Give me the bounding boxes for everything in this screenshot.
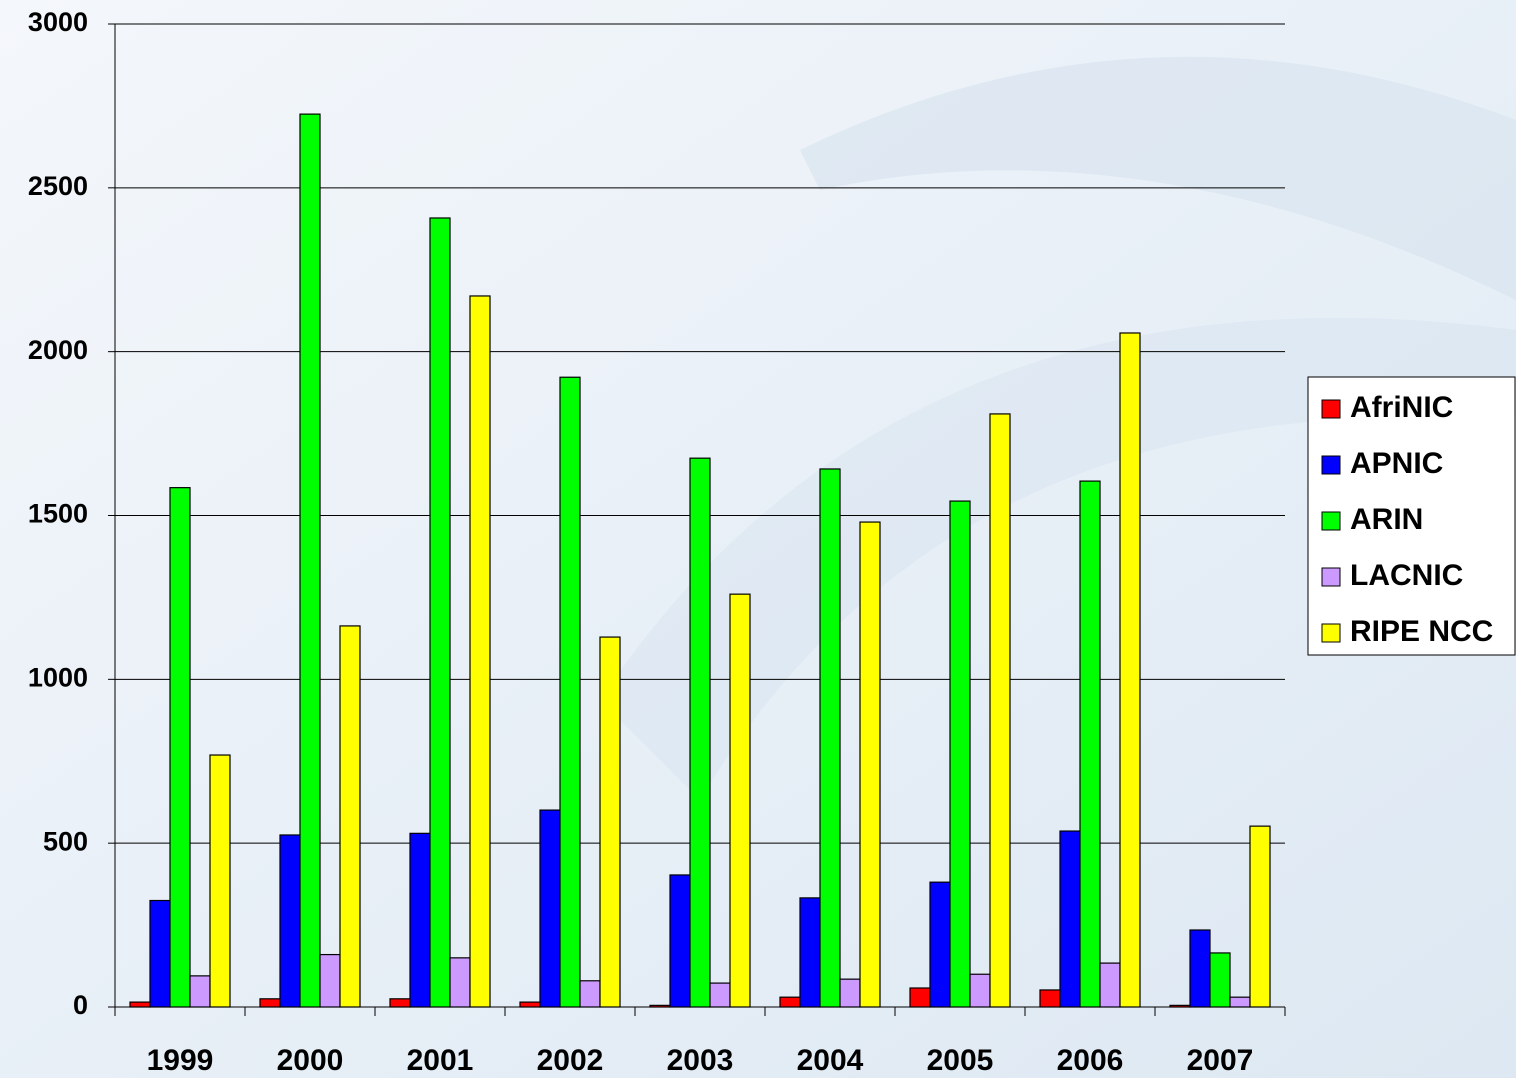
y-tick-label: 2500 (28, 171, 88, 201)
bar (1209, 952, 1231, 1008)
legend-swatch (1321, 455, 1341, 475)
y-tick-label: 500 (43, 826, 88, 856)
bar (149, 899, 171, 1008)
bar (1249, 825, 1271, 1008)
bar (1059, 830, 1081, 1008)
bar (559, 376, 581, 1008)
bar (209, 754, 231, 1008)
bar (449, 957, 471, 1008)
legend-swatch (1321, 623, 1341, 643)
bar (339, 625, 361, 1008)
bar (469, 295, 491, 1008)
bar (319, 953, 341, 1008)
bar (129, 1001, 151, 1008)
bar (839, 978, 861, 1008)
bar (539, 809, 561, 1008)
bar (859, 521, 881, 1008)
bar (599, 636, 621, 1008)
x-tick-label: 2000 (277, 1044, 344, 1077)
legend-swatch (1321, 511, 1341, 531)
y-tick-label: 0 (73, 990, 88, 1020)
bar (429, 217, 451, 1008)
x-tick-label: 2001 (407, 1044, 474, 1077)
legend-swatch (1321, 567, 1341, 587)
x-tick-label: 2006 (1057, 1044, 1124, 1077)
bar (989, 413, 1011, 1008)
x-tick-label: 1999 (147, 1044, 214, 1077)
y-tick-label: 1500 (28, 499, 88, 529)
bar (689, 457, 711, 1008)
x-tick-label: 2002 (537, 1044, 604, 1077)
bar (389, 998, 411, 1008)
legend-label: AfriNIC (1350, 391, 1453, 424)
bar (909, 987, 931, 1008)
bar (669, 874, 691, 1008)
bar (409, 832, 431, 1008)
legend-label: ARIN (1350, 503, 1423, 536)
x-tick-label: 2004 (797, 1044, 864, 1077)
bar (1229, 996, 1251, 1008)
x-tick-label: 2007 (1187, 1044, 1254, 1077)
bar (799, 897, 821, 1008)
bar (279, 834, 301, 1008)
y-tick-label: 2000 (28, 335, 88, 365)
x-tick-label: 2003 (667, 1044, 734, 1077)
y-tick-label: 3000 (28, 7, 88, 37)
bar (259, 998, 281, 1008)
y-tick-label: 1000 (28, 662, 88, 692)
legend-label: RIPE NCC (1350, 615, 1493, 648)
bar (299, 113, 321, 1008)
bar (1099, 962, 1121, 1008)
bar (929, 881, 951, 1008)
background-swirl (800, 56, 1516, 300)
bar (1119, 332, 1141, 1008)
bar (819, 468, 841, 1008)
bar (579, 980, 601, 1008)
bar (709, 982, 731, 1008)
bar (189, 975, 211, 1008)
bar (949, 500, 971, 1008)
x-tick-label: 2005 (927, 1044, 994, 1077)
bar (1079, 480, 1101, 1008)
bar (729, 593, 751, 1008)
bar (1039, 989, 1061, 1008)
legend-label: LACNIC (1350, 559, 1463, 592)
bar (169, 487, 191, 1008)
bar (779, 996, 801, 1008)
legend-label: APNIC (1350, 447, 1443, 480)
bar (1189, 929, 1211, 1008)
legend-swatch (1321, 399, 1341, 419)
bar (969, 973, 991, 1008)
bar (519, 1001, 541, 1008)
legend-box (1307, 376, 1516, 656)
